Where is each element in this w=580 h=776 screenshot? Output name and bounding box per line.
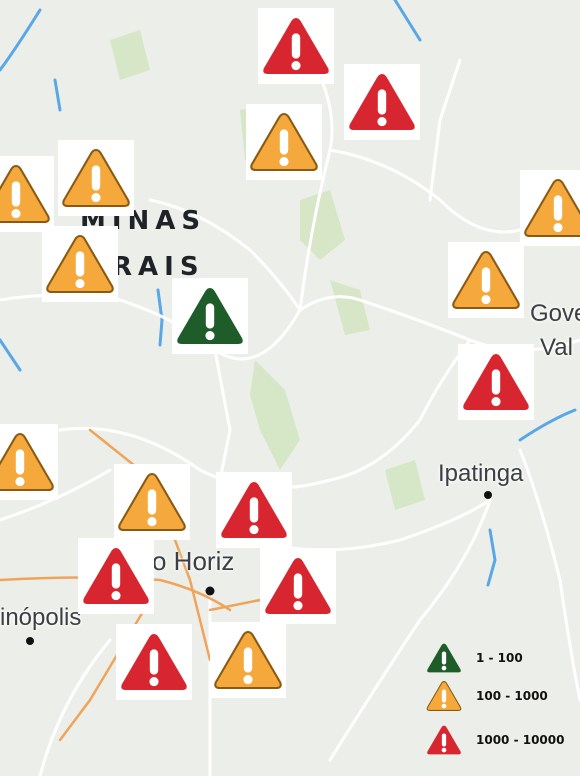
warning-triangle-icon: [426, 724, 462, 756]
warning-triangle-icon: [426, 681, 462, 711]
warning-triangle-icon: [62, 148, 130, 208]
alert-marker[interactable]: [58, 140, 134, 216]
city-label-ipatinga: Ipatinga: [438, 460, 524, 487]
legend-item-orange: 100 - 1000: [426, 680, 548, 712]
alert-marker[interactable]: [246, 104, 322, 180]
warning-triangle-icon: [426, 680, 462, 712]
alert-marker[interactable]: [458, 344, 534, 420]
alert-marker[interactable]: [114, 464, 190, 540]
city-label-val: Val: [540, 334, 573, 361]
alert-marker[interactable]: [0, 156, 54, 232]
warning-triangle-icon: [0, 432, 54, 492]
warning-triangle-icon: [426, 642, 462, 674]
legend-item-green: 1 - 100: [426, 642, 523, 674]
warning-triangle-icon: [452, 250, 520, 310]
alert-marker[interactable]: [210, 622, 286, 698]
warning-triangle-icon: [427, 643, 461, 673]
warning-triangle-icon: [250, 112, 318, 172]
warning-triangle-icon: [221, 482, 287, 538]
warning-triangle-icon: [463, 354, 529, 410]
alert-marker[interactable]: [520, 170, 580, 246]
warning-triangle-icon: [265, 558, 331, 614]
alert-marker[interactable]: [344, 64, 420, 140]
city-label-gov: Gove: [530, 300, 580, 327]
warning-triangle-icon: [349, 74, 415, 130]
rivers: [0, 0, 577, 587]
warning-triangle-icon: [121, 634, 187, 690]
city-label-bh: o Horiz: [152, 546, 235, 576]
alert-marker[interactable]: [216, 472, 292, 548]
city-label-contagem: inópolis: [0, 604, 82, 631]
legend-item-red: 1000 - 10000: [426, 724, 564, 756]
alert-marker[interactable]: [116, 624, 192, 700]
warning-triangle-icon: [0, 164, 50, 224]
warning-triangle-icon: [524, 178, 580, 238]
warning-triangle-icon: [177, 288, 243, 344]
alert-marker[interactable]: [42, 226, 118, 302]
alert-marker[interactable]: [448, 242, 524, 318]
legend-label: 100 - 1000: [476, 689, 548, 703]
warning-triangle-icon: [46, 234, 114, 294]
warning-triangle-icon: [214, 630, 282, 690]
alert-marker[interactable]: [78, 538, 154, 614]
warning-triangle-icon: [118, 472, 186, 532]
warning-triangle-icon: [427, 725, 461, 755]
alert-marker[interactable]: [260, 548, 336, 624]
state-label-line2: RAIS: [112, 252, 205, 282]
legend-label: 1000 - 10000: [476, 733, 565, 747]
alert-marker[interactable]: [0, 424, 58, 500]
alert-marker[interactable]: [172, 278, 248, 354]
legend-label: 1 - 100: [476, 651, 523, 665]
warning-triangle-icon: [263, 18, 329, 74]
warning-triangle-icon: [83, 548, 149, 604]
alert-marker[interactable]: [258, 8, 334, 84]
